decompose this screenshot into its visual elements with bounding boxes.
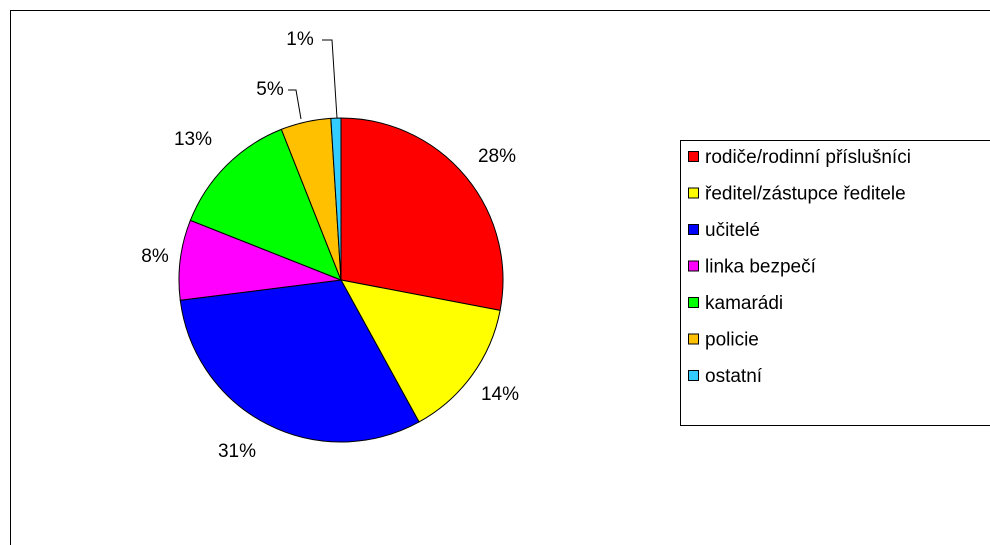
- data-label: 8%: [141, 246, 169, 267]
- legend-swatch: [688, 370, 699, 381]
- pie-slice: [179, 279, 420, 443]
- legend-label: ředitel/zástupce ředitele: [705, 184, 906, 205]
- legend-label: rodiče/rodinní příslušníci: [705, 147, 911, 168]
- data-label: 28%: [478, 146, 516, 167]
- pie-slice: [330, 117, 342, 281]
- legend-box: [680, 140, 990, 426]
- pie-slice: [340, 117, 504, 311]
- legend-label: ostatní: [705, 366, 763, 387]
- data-label: 13%: [174, 129, 212, 150]
- legend-swatch: [688, 151, 699, 162]
- legend-swatch: [688, 260, 699, 272]
- data-label: 14%: [481, 384, 519, 405]
- data-label: 1%: [286, 29, 314, 50]
- leader-line: [288, 89, 302, 120]
- data-label: 31%: [218, 441, 256, 462]
- legend-label: policie: [705, 330, 759, 351]
- legend-swatch: [688, 187, 699, 199]
- legend-label: linka bezpečí: [705, 257, 817, 278]
- pie-slice: [189, 128, 342, 281]
- legend-swatch: [688, 333, 699, 345]
- legend-label: učitelé: [705, 220, 760, 241]
- legend-swatch: [688, 297, 699, 308]
- legend-label: kamarádi: [705, 293, 783, 314]
- pie-slice: [340, 279, 501, 423]
- data-label: 5%: [256, 79, 284, 100]
- chart-frame: [10, 10, 990, 545]
- legend-swatch: [688, 224, 699, 235]
- leader-line: [322, 39, 338, 119]
